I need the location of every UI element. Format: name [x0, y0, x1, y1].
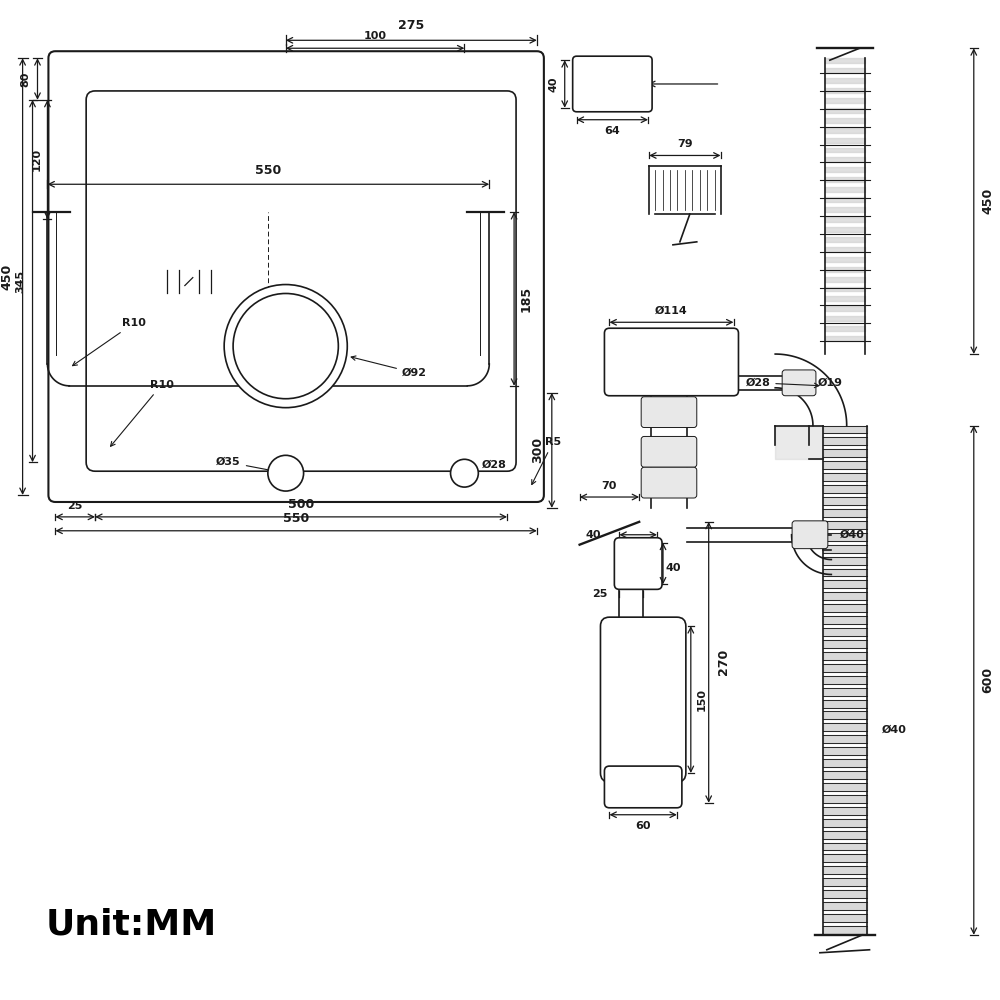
Text: 79: 79 [677, 139, 693, 149]
Text: Ø40: Ø40 [881, 725, 906, 735]
Text: 185: 185 [520, 286, 533, 312]
Text: Ø28: Ø28 [468, 460, 507, 473]
FancyBboxPatch shape [86, 91, 516, 471]
Text: R10: R10 [111, 380, 174, 446]
FancyBboxPatch shape [792, 521, 828, 549]
Text: Ø114: Ø114 [655, 305, 688, 315]
Text: Ø35: Ø35 [216, 457, 282, 474]
FancyBboxPatch shape [604, 328, 738, 396]
Text: Ø28: Ø28 [745, 378, 819, 388]
Text: R5: R5 [532, 437, 561, 484]
FancyBboxPatch shape [600, 617, 686, 782]
FancyBboxPatch shape [614, 538, 662, 589]
Text: Ø92: Ø92 [351, 356, 427, 378]
Text: 40: 40 [665, 563, 681, 573]
FancyBboxPatch shape [48, 51, 544, 502]
Text: Ø40: Ø40 [840, 530, 865, 540]
Text: 120: 120 [31, 148, 41, 171]
Text: 70: 70 [602, 481, 617, 491]
Text: 550: 550 [255, 164, 281, 177]
Text: 25: 25 [592, 589, 607, 599]
Circle shape [224, 285, 347, 408]
FancyBboxPatch shape [641, 467, 697, 498]
Text: Unit:MM: Unit:MM [45, 908, 217, 942]
Text: 600: 600 [982, 667, 995, 693]
Text: 80: 80 [21, 71, 31, 87]
Text: 550: 550 [283, 512, 309, 525]
Text: Ø19: Ø19 [818, 378, 843, 388]
Text: 40: 40 [549, 76, 559, 92]
Text: 345: 345 [16, 270, 26, 293]
Text: R10: R10 [73, 318, 146, 366]
Text: 300: 300 [531, 437, 544, 463]
Text: 60: 60 [635, 821, 651, 831]
Text: 275: 275 [398, 19, 424, 32]
FancyBboxPatch shape [782, 370, 816, 396]
FancyBboxPatch shape [641, 436, 697, 467]
FancyBboxPatch shape [573, 56, 652, 112]
Text: 270: 270 [717, 649, 730, 675]
Text: 450: 450 [1, 263, 14, 290]
FancyBboxPatch shape [641, 397, 697, 428]
FancyBboxPatch shape [604, 766, 682, 808]
Circle shape [268, 455, 304, 491]
Text: 40: 40 [586, 530, 601, 540]
Circle shape [451, 459, 478, 487]
Text: 450: 450 [982, 188, 995, 214]
Text: 25: 25 [68, 501, 83, 511]
Text: 64: 64 [605, 126, 620, 136]
Circle shape [233, 293, 338, 399]
Text: 100: 100 [364, 31, 387, 41]
Text: 150: 150 [697, 688, 707, 711]
Text: 500: 500 [288, 498, 314, 511]
